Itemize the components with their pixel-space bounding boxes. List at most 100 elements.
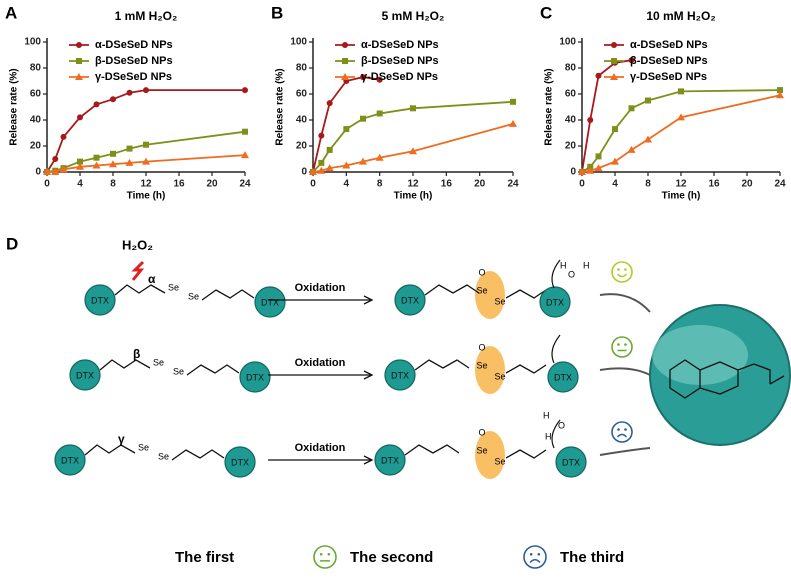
dtx-sphere — [69, 359, 101, 391]
dtx-sphere — [394, 284, 426, 316]
series-line — [46, 130, 246, 173]
y-tick-label: 20 — [30, 141, 42, 152]
marker — [51, 168, 60, 175]
marker — [375, 153, 384, 161]
release-arrow — [599, 367, 651, 376]
face-eye — [617, 428, 620, 431]
arrow-label: Oxidation — [295, 282, 346, 294]
face-icon — [611, 336, 633, 358]
face-eye — [624, 268, 627, 271]
marker — [77, 114, 83, 121]
y-tick-label: 100 — [290, 37, 307, 48]
se-label: Se — [476, 360, 487, 370]
se-label: Se — [494, 456, 505, 466]
marker — [341, 73, 349, 80]
legend-label: The first — [175, 549, 234, 566]
y-tick-label: 40 — [296, 115, 308, 126]
marker — [586, 166, 595, 174]
marker — [242, 87, 248, 94]
marker — [143, 87, 149, 94]
dtx-sphere — [547, 361, 579, 393]
panel-letter: B — [271, 3, 283, 22]
y-tick-label: 0 — [35, 167, 41, 178]
legend-label: β-DSeSeD NPs — [630, 55, 708, 67]
marker — [126, 145, 133, 152]
x-axis-label: Time (h) — [394, 191, 433, 202]
legend-label: γ-DSeSeD NPs — [630, 71, 707, 83]
greek-label: α — [148, 272, 156, 286]
face-mouth — [529, 559, 541, 564]
face-eye — [624, 428, 627, 431]
face-icon — [611, 261, 633, 283]
dtx-label: DTX — [76, 370, 94, 380]
se-label: Se — [173, 366, 184, 376]
legend-label: γ-DSeSeD NPs — [361, 71, 438, 83]
dtx-label: DTX — [91, 295, 109, 305]
marker — [143, 141, 149, 148]
panel-letter: D — [6, 234, 18, 253]
marker — [578, 168, 586, 175]
chain — [84, 444, 136, 456]
dtx-sphere — [384, 359, 416, 391]
marker — [776, 91, 784, 99]
dtx-label: DTX — [391, 370, 409, 380]
marker — [76, 42, 82, 48]
marker — [76, 162, 84, 170]
x-tick-label: 16 — [441, 179, 453, 190]
legend-label: α-DSeSeD NPs — [630, 39, 708, 51]
x-tick-label: 20 — [206, 179, 218, 190]
y-tick-label: 0 — [570, 167, 576, 178]
marker — [611, 58, 617, 64]
marker — [326, 100, 333, 107]
marker — [60, 133, 67, 140]
marker — [587, 117, 594, 123]
attack-arrow — [551, 334, 561, 364]
se-label: Se — [494, 296, 505, 306]
arrow-head — [363, 370, 374, 380]
chart-title: 10 mM H₂O₂ — [646, 9, 715, 23]
x-tick-label: 12 — [140, 179, 152, 190]
marker — [611, 42, 617, 48]
y-tick-label: 60 — [565, 89, 577, 100]
dtx-label: DTX — [381, 455, 399, 465]
marker — [342, 42, 348, 48]
chain — [414, 359, 547, 374]
x-tick-label: 4 — [77, 179, 83, 190]
x-tick-label: 24 — [239, 179, 251, 190]
se-label: Se — [494, 371, 505, 381]
face-mouth — [616, 433, 628, 438]
x-tick-label: 12 — [407, 179, 419, 190]
oxygen-label: O — [478, 342, 485, 352]
x-tick-label: 8 — [645, 179, 651, 190]
release-arrow — [599, 293, 651, 313]
y-tick-label: 80 — [565, 63, 577, 74]
legend-label: α-DSeSeD NPs — [95, 39, 173, 51]
x-tick-label: 8 — [110, 179, 116, 190]
dtx-label: DTX — [546, 297, 564, 307]
x-axis-label: Time (h) — [127, 191, 166, 202]
dtx-label: DTX — [231, 457, 249, 467]
marker — [93, 154, 100, 161]
chain — [99, 359, 151, 371]
dtx-sphere — [224, 446, 256, 478]
water-label: H — [545, 431, 552, 441]
chain — [114, 284, 166, 296]
marker — [360, 74, 366, 81]
chart-title: 1 mM H₂O₂ — [115, 9, 178, 23]
legend-label: γ-DSeSeD NPs — [95, 71, 172, 83]
nanoparticle-highlight — [652, 325, 748, 385]
y-tick-label: 60 — [296, 89, 308, 100]
marker — [142, 157, 150, 165]
marker — [110, 96, 116, 103]
oxidation-glow — [475, 346, 505, 394]
face-mouth — [616, 273, 628, 278]
greek-label: β — [133, 347, 140, 361]
face-eye — [537, 552, 541, 556]
marker — [242, 128, 248, 135]
x-tick-label: 20 — [474, 179, 486, 190]
legend-label: α-DSeSeD NPs — [361, 39, 439, 51]
x-tick-label: 0 — [579, 179, 585, 190]
y-tick-label: 80 — [30, 63, 42, 74]
face-eye — [624, 343, 627, 346]
marker — [92, 161, 101, 169]
